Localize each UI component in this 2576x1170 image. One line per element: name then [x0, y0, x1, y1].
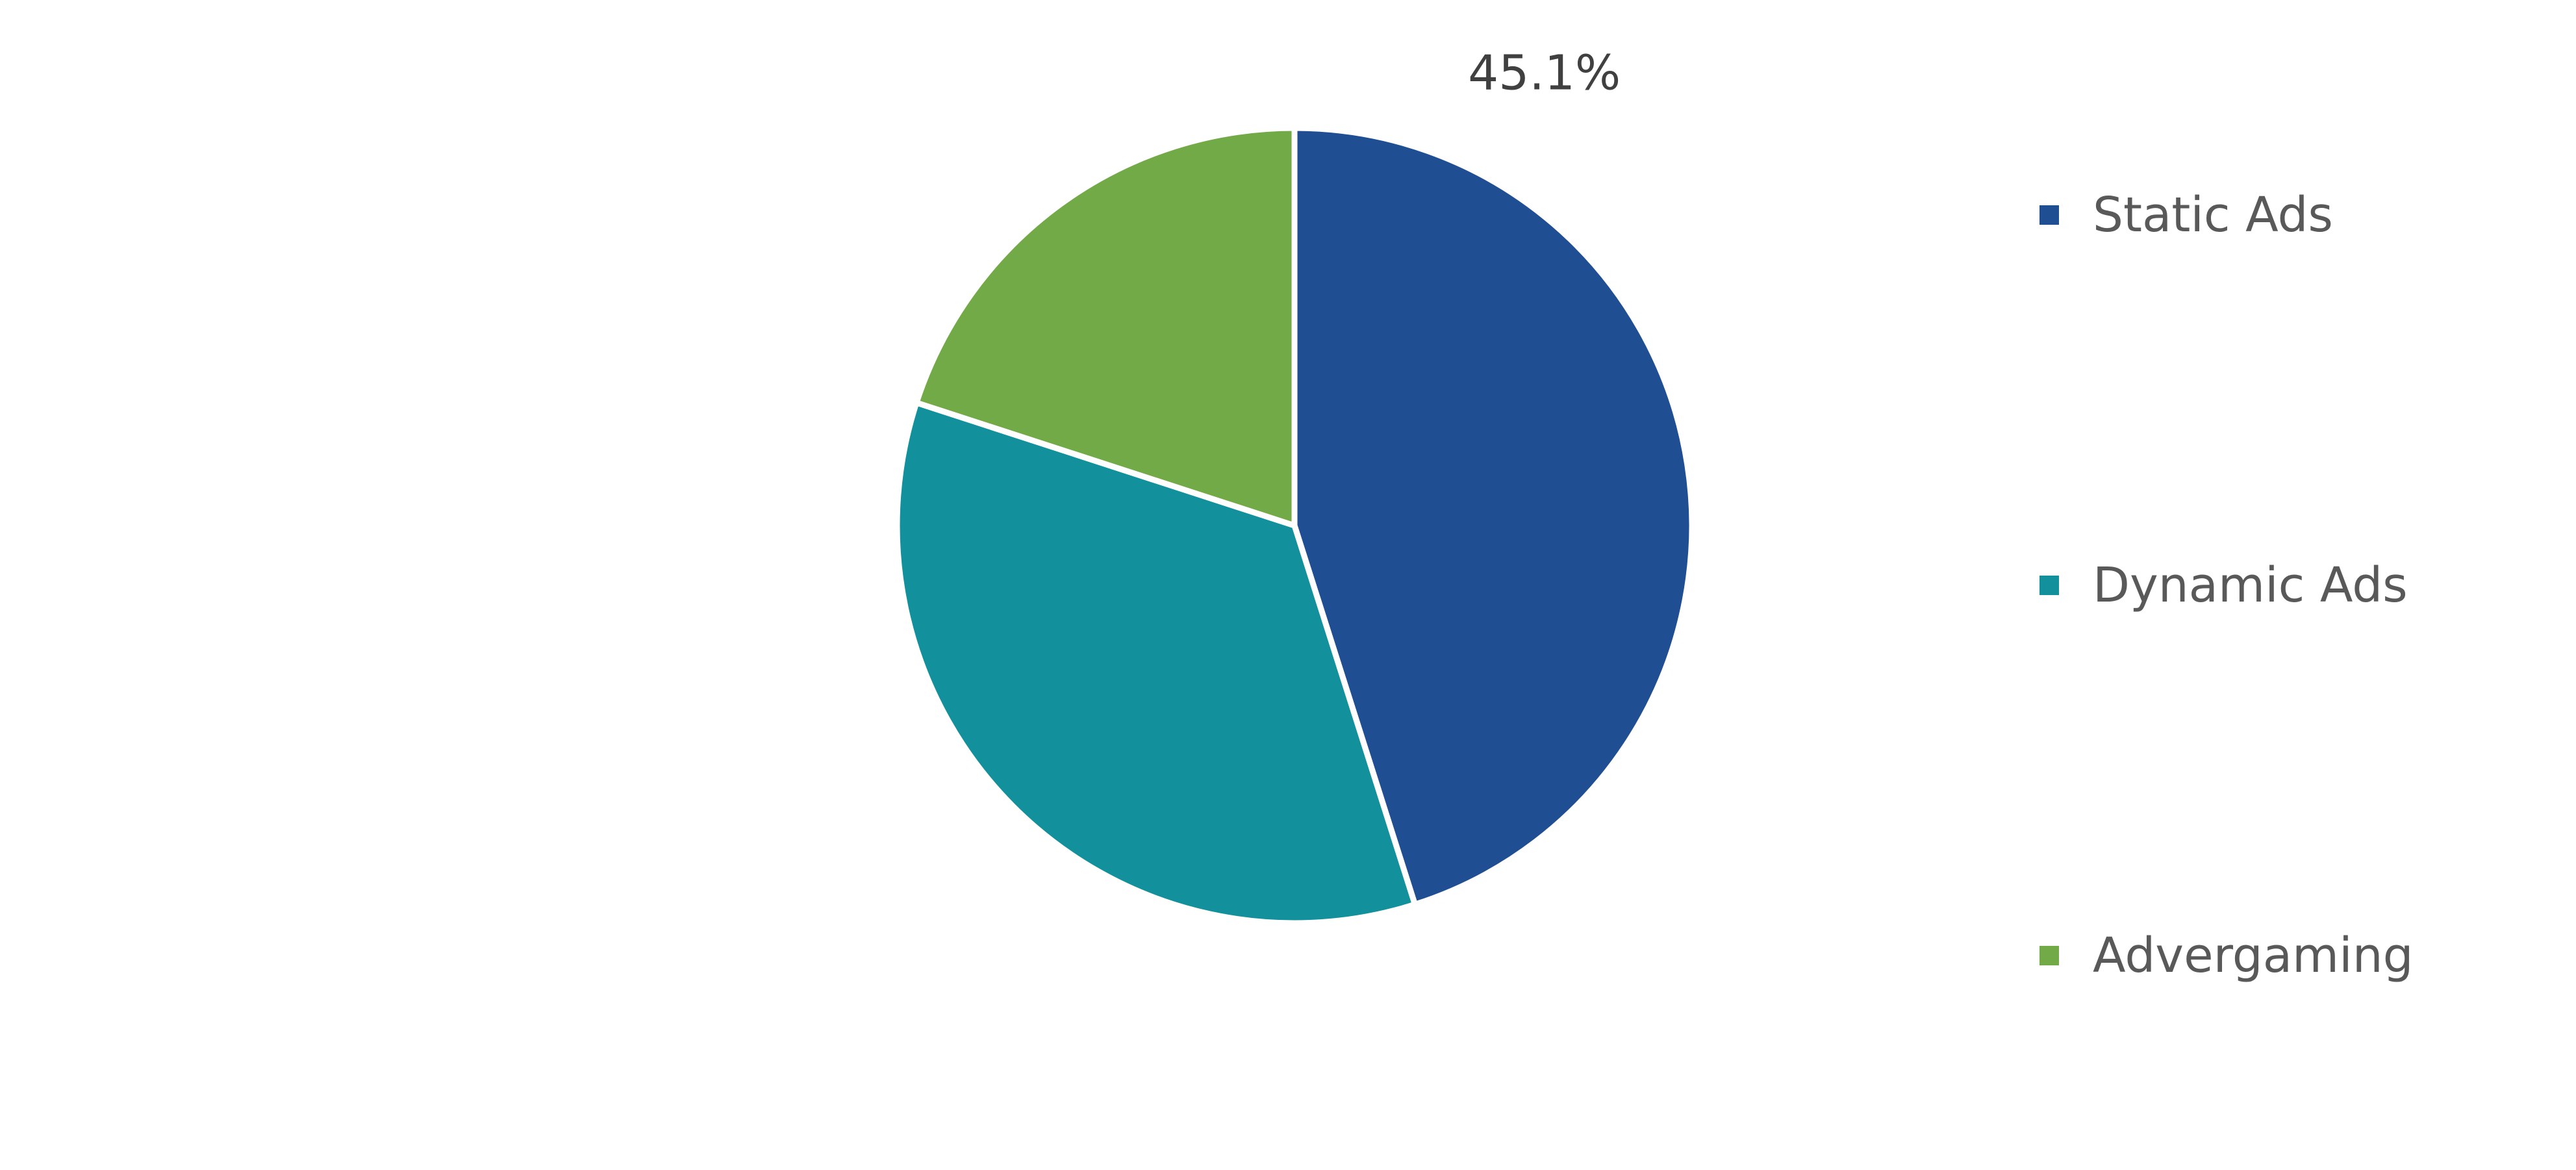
legend-label-static-ads: Static Ads [2093, 187, 2333, 243]
legend-item-static-ads: Static Ads [2039, 187, 2333, 243]
legend-item-dynamic-ads: Dynamic Ads [2039, 557, 2408, 613]
legend-swatch-advergaming [2039, 946, 2059, 965]
legend-label-advergaming: Advergaming [2093, 928, 2414, 984]
legend-item-advergaming: Advergaming [2039, 928, 2414, 984]
legend-swatch-dynamic-ads [2039, 576, 2059, 595]
data-label-static-ads: 45.1% [1468, 45, 1621, 101]
pie-slices [894, 125, 1695, 926]
pie-slice-advergaming [913, 125, 1298, 529]
pie-slice-static-ads [1291, 125, 1695, 908]
pie-data-labels: 45.1% [1468, 45, 1621, 101]
legend-swatch-static-ads [2039, 205, 2059, 225]
legend-label-dynamic-ads: Dynamic Ads [2093, 557, 2408, 613]
pie-slice-dynamic-ads [894, 400, 1418, 926]
